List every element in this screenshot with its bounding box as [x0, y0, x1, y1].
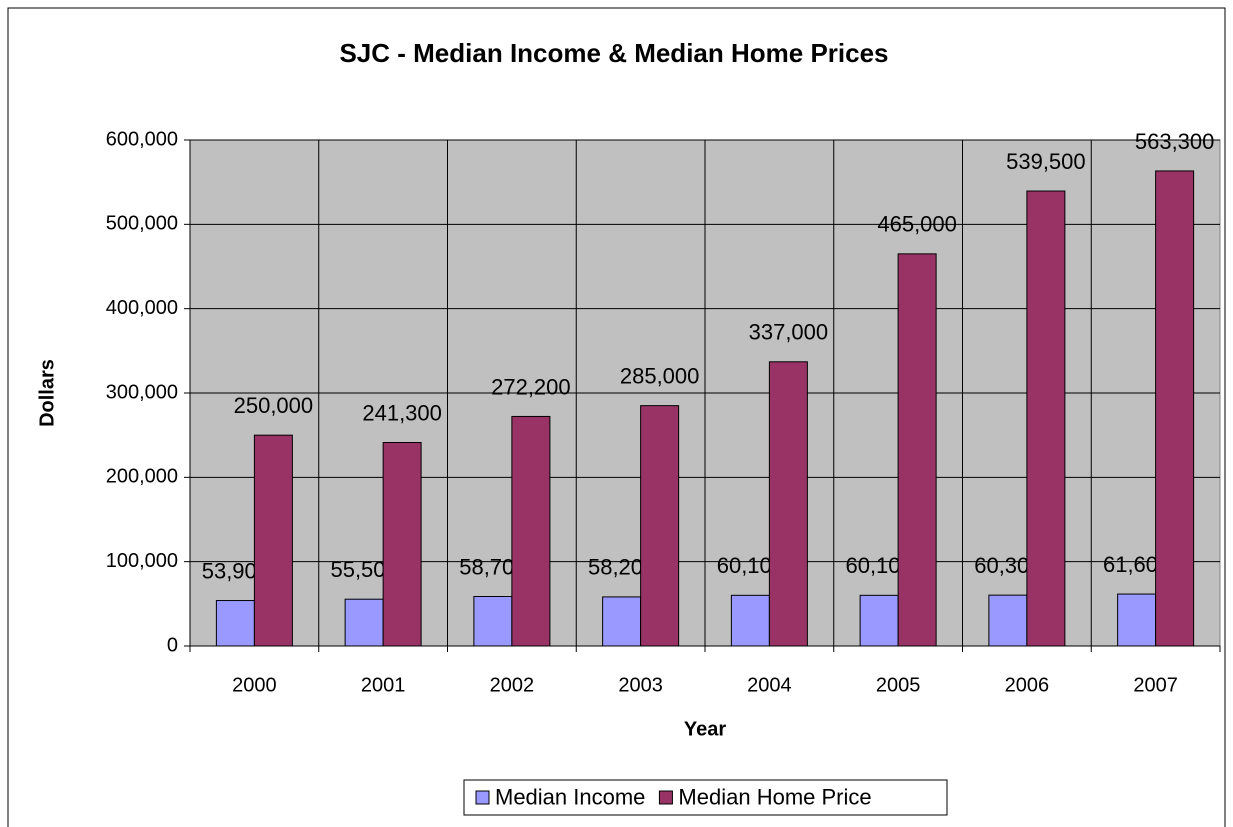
bar — [730, 594, 770, 647]
data-label: 250,000 — [234, 393, 314, 418]
legend-swatch — [475, 790, 490, 805]
x-tick-label: 2002 — [490, 674, 535, 696]
bar — [988, 594, 1028, 647]
y-tick-label: 300,000 — [106, 381, 178, 403]
chart-title: SJC - Median Income & Median Home Prices — [339, 38, 888, 68]
bar — [473, 595, 513, 647]
data-label: 241,300 — [362, 400, 442, 425]
legend-label: Median Home Price — [678, 784, 871, 809]
y-tick-label: 600,000 — [106, 128, 178, 150]
bar — [640, 405, 680, 647]
data-label: 272,200 — [491, 374, 571, 399]
legend-box — [463, 779, 948, 816]
y-tick-label: 100,000 — [106, 550, 178, 572]
data-label: 337,000 — [749, 320, 829, 345]
x-tick-label: 2003 — [618, 674, 663, 696]
bar — [215, 600, 255, 647]
legend-label: Median Income — [495, 784, 645, 809]
bar — [1026, 190, 1066, 647]
bar — [897, 253, 937, 647]
y-tick-label: 200,000 — [106, 466, 178, 488]
x-tick-label: 2006 — [1005, 674, 1050, 696]
data-label: 285,000 — [620, 363, 700, 388]
y-axis-label: Dollars — [36, 359, 58, 427]
data-label: 465,000 — [877, 212, 957, 237]
data-label: 563,300 — [1135, 129, 1215, 154]
bar — [1155, 170, 1195, 647]
y-tick-label: 400,000 — [106, 297, 178, 319]
bar — [382, 442, 422, 647]
x-tick-label: 2007 — [1133, 674, 1178, 696]
x-axis-label: Year — [684, 718, 726, 740]
x-tick-label: 2001 — [361, 674, 406, 696]
bar — [859, 594, 899, 647]
bar — [253, 434, 293, 647]
x-tick-label: 2005 — [876, 674, 921, 696]
bar — [602, 596, 642, 647]
y-tick-label: 0 — [167, 634, 178, 656]
legend-swatch — [658, 790, 673, 805]
data-label: 539,500 — [1006, 149, 1086, 174]
x-tick-label: 2000 — [232, 674, 277, 696]
y-tick-label: 500,000 — [106, 213, 178, 235]
bar — [511, 415, 551, 647]
x-tick-label: 2004 — [747, 674, 792, 696]
bar — [344, 598, 384, 647]
bar — [1117, 593, 1157, 647]
bar — [768, 361, 808, 647]
